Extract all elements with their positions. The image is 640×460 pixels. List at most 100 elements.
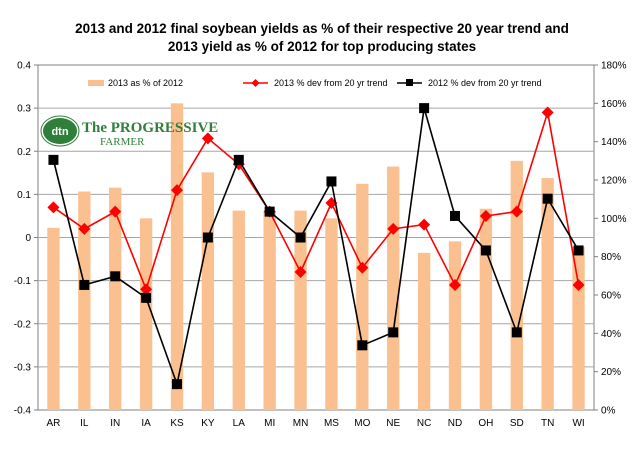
x-tick-label: ND (448, 418, 462, 429)
point-2013 (572, 278, 585, 291)
right-tick-label: 140% (601, 137, 627, 148)
point-2013 (78, 222, 91, 235)
x-tick-label: IL (80, 418, 89, 429)
x-tick-label: KY (201, 418, 215, 429)
right-tick-label: 60% (601, 291, 621, 302)
chart-title: 2013 and 2012 final soybean yields as % … (75, 21, 569, 36)
point-2012 (480, 245, 491, 256)
left-tick-label: 0.3 (17, 104, 31, 115)
point-2012 (388, 327, 399, 338)
bar (448, 241, 462, 410)
point-2013 (449, 278, 461, 291)
right-tick-label: 180% (601, 61, 627, 72)
right-tick-label: 40% (601, 329, 621, 340)
left-tick-label: -0.3 (14, 362, 32, 373)
legend-marker-2012 (406, 79, 413, 86)
x-tick-label: MS (324, 418, 339, 429)
x-tick-label: NE (386, 418, 400, 429)
x-tick-label: TN (541, 418, 554, 429)
x-tick-label: IA (141, 418, 151, 429)
bar (47, 227, 60, 410)
right-tick-label: 20% (601, 367, 621, 378)
x-tick-label: WI (572, 418, 584, 429)
point-2013 (541, 106, 554, 119)
bar (572, 247, 585, 410)
bar (541, 178, 554, 410)
point-2013 (201, 132, 214, 145)
x-tick-label: MO (354, 418, 370, 429)
dtn-logo-badge (43, 118, 77, 144)
point-2012 (357, 340, 368, 351)
left-tick-label: 0.2 (17, 147, 31, 158)
left-tick-label: -0.1 (14, 276, 32, 287)
point-2013 (294, 266, 307, 278)
point-2013 (171, 184, 183, 197)
point-2012 (419, 103, 430, 114)
point-2012 (233, 154, 244, 165)
point-2012 (295, 232, 306, 243)
bar (417, 252, 431, 410)
left-tick-label: 0 (25, 233, 31, 244)
bar (325, 218, 338, 410)
point-2013 (47, 201, 60, 214)
legend: 2013 as % of 2012 2013 % dev from 20 yr … (88, 78, 542, 88)
point-2012 (172, 379, 182, 390)
legend-marker-2013 (251, 79, 260, 87)
right-tick-label: 120% (601, 176, 627, 187)
point-2012 (450, 210, 460, 221)
dtn-logo-text: dtn (51, 126, 68, 138)
point-2012 (511, 327, 522, 338)
bar (170, 103, 184, 410)
x-tick-label: MI (264, 418, 275, 429)
right-tick-label: 0% (601, 406, 616, 417)
point-2012 (542, 193, 553, 204)
line-series (47, 103, 585, 390)
axes: -0.4 -0.3 -0.2 -0.1 0 0.1 0.2 0.3 0.4 0% 20% 40% 60%… (14, 61, 627, 430)
point-2012 (202, 232, 213, 243)
legend-label-2012: 2012 % dev from 20 yr trend (428, 78, 542, 88)
x-tick-label: LA (233, 418, 246, 429)
legend-label-bar: 2013 as % of 2012 (108, 78, 183, 88)
series-line-2012 (52, 107, 580, 388)
x-tick-label: MN (293, 418, 309, 429)
point-2012 (79, 279, 90, 290)
point-2012 (264, 206, 275, 217)
point-2013 (356, 261, 369, 274)
point-2012 (48, 154, 59, 165)
point-2013 (510, 205, 523, 218)
logo-line-2: FARMER (100, 136, 145, 148)
bar-series (47, 103, 585, 410)
logo-line-1: The PROGRESSIVE (82, 120, 218, 136)
right-tick-label: 160% (601, 99, 627, 110)
x-tick-label: OH (478, 418, 493, 429)
x-tick-label: NC (417, 418, 431, 429)
left-tick-label: 0.4 (17, 61, 31, 72)
point-2012 (110, 271, 121, 282)
bar (479, 208, 493, 410)
legend-swatch-bar (88, 80, 104, 86)
bar (356, 183, 369, 410)
gridlines (38, 107, 594, 368)
bar (201, 172, 215, 410)
bar (510, 160, 523, 410)
point-2013 (109, 205, 122, 218)
point-2012 (141, 292, 152, 303)
legend-label-2013: 2013 % dev from 20 yr trend (274, 78, 388, 88)
bar (232, 210, 245, 410)
x-tick-label: SD (510, 418, 524, 429)
bar (78, 191, 91, 410)
bar (294, 210, 307, 410)
bar (139, 218, 153, 410)
right-tick-label: 80% (601, 252, 621, 263)
point-2012 (326, 176, 337, 187)
progressive-farmer-logo: dtn The PROGRESSIVE FARMER (40, 115, 218, 148)
point-2013 (387, 222, 400, 235)
x-tick-label: KS (170, 418, 184, 429)
left-tick-label: -0.2 (14, 319, 32, 330)
point-2012 (573, 245, 584, 256)
point-2013 (418, 218, 431, 231)
right-tick-label: 100% (601, 214, 627, 225)
bar (263, 210, 276, 410)
point-2013 (479, 209, 492, 222)
